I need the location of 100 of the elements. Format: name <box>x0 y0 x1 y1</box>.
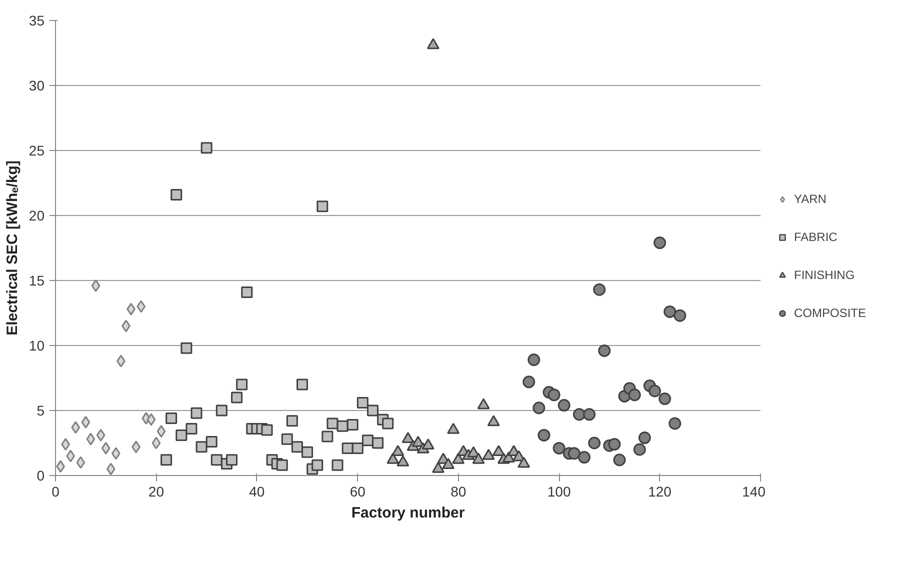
y-axis-title: Electrical SEC [kWhₑ/kg] <box>4 160 21 336</box>
point <box>302 446 314 458</box>
point <box>392 445 404 456</box>
point <box>578 451 590 464</box>
point <box>190 407 202 419</box>
point <box>633 443 646 456</box>
point <box>101 442 110 454</box>
point <box>674 309 686 322</box>
point <box>552 442 566 454</box>
point <box>296 378 308 390</box>
point <box>558 399 570 412</box>
legend-label: FINISHING <box>794 268 855 282</box>
point <box>522 376 536 388</box>
point <box>96 428 106 442</box>
point <box>372 437 384 449</box>
point <box>241 286 253 298</box>
point <box>583 408 596 421</box>
point <box>322 430 334 442</box>
point <box>336 420 348 432</box>
point <box>422 438 434 450</box>
point <box>210 454 222 466</box>
y-tick-label: 30 <box>28 78 45 94</box>
x-axis-title: Factory number <box>351 504 465 522</box>
point <box>200 142 212 154</box>
point <box>86 432 96 446</box>
y-tick-label: 10 <box>28 338 45 354</box>
point <box>81 416 90 428</box>
point <box>664 305 676 318</box>
point <box>106 462 116 476</box>
point <box>538 428 550 442</box>
point <box>588 436 601 450</box>
point <box>76 456 86 469</box>
y-tick-label: 0 <box>36 468 45 484</box>
point <box>231 392 243 404</box>
point <box>206 436 218 448</box>
point <box>593 283 606 296</box>
legend-label: COMPOSITE <box>794 306 866 320</box>
point <box>261 424 273 436</box>
point <box>166 412 178 424</box>
point <box>492 445 505 456</box>
x-tick-label: 140 <box>742 484 766 500</box>
point <box>170 188 182 200</box>
point <box>326 418 338 430</box>
point <box>482 448 495 460</box>
point <box>654 236 666 250</box>
point <box>487 415 500 426</box>
point <box>66 450 76 462</box>
point <box>668 417 682 430</box>
point <box>136 300 146 313</box>
point <box>196 441 208 453</box>
y-tick-label: 15 <box>28 272 45 288</box>
point <box>316 200 328 212</box>
point <box>352 442 364 454</box>
point <box>532 402 546 414</box>
point <box>281 433 293 445</box>
point <box>568 447 580 460</box>
point <box>226 454 238 466</box>
point <box>608 438 621 451</box>
point <box>452 452 465 464</box>
y-tick-label: 35 <box>28 12 45 28</box>
x-tick-label: 60 <box>350 484 366 500</box>
point <box>472 452 485 464</box>
point <box>186 422 198 434</box>
point <box>648 384 661 398</box>
point <box>291 441 303 453</box>
point <box>402 432 414 444</box>
x-tick-label: 40 <box>249 484 265 500</box>
point <box>356 396 368 408</box>
y-tick-label: 20 <box>28 208 45 224</box>
point <box>628 388 641 402</box>
point <box>346 419 358 431</box>
point <box>216 404 228 416</box>
point <box>236 378 248 390</box>
point <box>332 459 344 471</box>
x-tick-label: 80 <box>450 484 466 500</box>
point <box>146 413 156 426</box>
y-tick-label: 25 <box>28 142 45 158</box>
point <box>548 388 560 402</box>
point <box>518 456 530 468</box>
point <box>71 421 80 434</box>
point <box>160 454 172 466</box>
point <box>91 279 100 292</box>
y-tick-label: 5 <box>36 402 45 418</box>
point <box>386 452 400 464</box>
point <box>382 418 394 430</box>
x-tick-label: 0 <box>52 484 60 500</box>
point <box>528 354 540 366</box>
point <box>638 432 651 444</box>
point <box>156 425 166 438</box>
point <box>276 459 288 471</box>
point <box>613 454 626 466</box>
point <box>396 455 410 466</box>
legend-label: YARN <box>794 192 826 206</box>
point <box>477 398 490 410</box>
point <box>658 392 672 406</box>
x-tick-label: 120 <box>648 484 672 500</box>
point <box>572 408 586 421</box>
legend-label: FABRIC <box>794 230 838 244</box>
point <box>442 458 455 470</box>
x-tick-label: 20 <box>148 484 164 500</box>
